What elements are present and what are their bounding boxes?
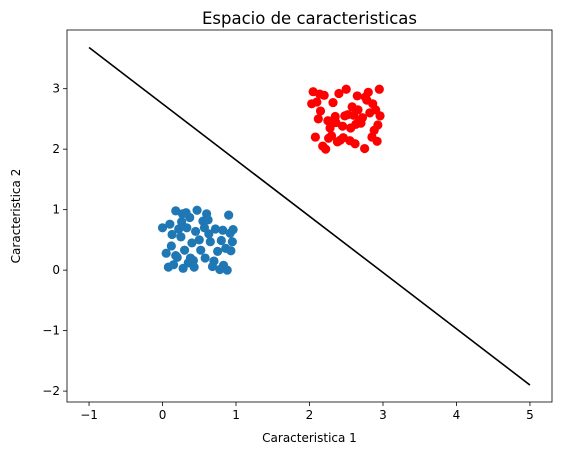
scatter-point-series-1 [179, 245, 190, 255]
scatter-point-series-2 [360, 143, 370, 154]
scatter-point-series-2 [374, 84, 384, 94]
scatter-point-series-1 [226, 246, 236, 256]
y-tick-label: 2 [52, 142, 60, 156]
scatter-point-series-2 [334, 88, 344, 99]
scatter-point-series-1 [189, 262, 199, 272]
x-tick-label: 1 [232, 408, 240, 422]
scatter-point-series-2 [315, 89, 325, 99]
scatter-point-series-1 [218, 260, 229, 270]
y-tick-label: −1 [42, 324, 60, 338]
x-tick-label: 2 [306, 408, 314, 422]
scatter-point-series-1 [218, 225, 228, 235]
scatter-point-series-1 [203, 215, 213, 225]
x-axis-ticks: −1 0 1 2 3 4 5 [80, 402, 534, 422]
scatter-point-series-1 [192, 205, 202, 215]
scatter-point-series-2 [369, 125, 379, 136]
scatter-point-series-2 [341, 84, 351, 94]
chart-title: Espacio de caracteristicas [202, 9, 417, 28]
scatter-point-series-1 [187, 238, 197, 248]
scatter-point-series-2 [360, 92, 370, 102]
scatter-point-series-1 [213, 246, 223, 256]
scatter-point-series-2 [310, 132, 320, 142]
scatter-point-series-2 [372, 136, 382, 146]
y-tick-label: 1 [52, 203, 60, 217]
x-axis-label: Caracteristica 1 [262, 431, 357, 445]
scatter-point-series-1 [194, 235, 204, 245]
x-tick-label: 3 [379, 408, 387, 422]
y-tick-label: 0 [52, 263, 60, 277]
line-layer [88, 46, 531, 386]
scatter-point-series-2 [325, 123, 335, 133]
x-tick-label: 5 [526, 408, 534, 422]
y-tick-label: 3 [52, 82, 60, 96]
x-tick-label: −1 [80, 408, 98, 422]
scatter-point-series-2 [313, 114, 323, 124]
scatter-point-series-1 [166, 241, 176, 251]
x-tick-label: 0 [159, 408, 167, 422]
y-tick-label: −2 [42, 384, 60, 398]
scatter-point-series-1 [182, 223, 192, 233]
scatter-point-series-1 [181, 208, 191, 218]
scatter-point-series-1 [210, 224, 221, 234]
scatter-point-series-2 [368, 99, 378, 109]
y-axis-label: Caracteristica 2 [9, 169, 23, 264]
x-tick-label: 4 [453, 408, 461, 422]
decision-line [88, 46, 531, 386]
scatter-point-series-2 [353, 105, 363, 115]
scatter-point-series-1 [161, 248, 171, 258]
scatter-point-series-2 [307, 99, 317, 109]
scatter-point-series-1 [167, 229, 177, 240]
scatter-point-series-2 [357, 113, 368, 123]
scatter-point-series-2 [338, 133, 348, 143]
scatter-point-series-1 [190, 226, 201, 237]
scatter-point-series-2 [321, 144, 331, 154]
scatter-point-series-1 [157, 223, 168, 233]
scatter-point-series-1 [227, 237, 237, 247]
scatter-point-series-1 [178, 263, 188, 273]
scatter-point-series-2 [324, 133, 334, 143]
scatter-point-series-2 [350, 139, 360, 149]
scatter-point-series-1 [207, 261, 218, 272]
scatter-point-series-1 [168, 260, 179, 270]
scatter-point-series-1 [200, 253, 210, 263]
y-axis-ticks: −2 −1 0 1 2 3 [42, 82, 67, 398]
scatter-point-series-2 [328, 97, 338, 108]
scatter-point-series-1 [172, 252, 182, 263]
scatter-point-series-1 [196, 245, 206, 255]
scatter-point-series-2 [351, 119, 361, 129]
scatter-point-series-2 [315, 106, 326, 116]
scatter-point-series-1 [185, 253, 196, 263]
scatter-point-series-1 [199, 223, 210, 233]
scatter-point-series-2 [329, 115, 339, 125]
scatter-point-series-2 [352, 91, 362, 101]
scatter-point-series-1 [216, 235, 226, 246]
scatter-point-series-1 [165, 219, 175, 229]
scatter-point-series-1 [174, 224, 184, 234]
scatter-point-series-2 [365, 108, 375, 118]
scatter-point-series-1 [205, 237, 215, 247]
scatter-point-series-1 [228, 225, 238, 235]
series-layer [157, 84, 385, 275]
scatter-point-series-1 [176, 232, 186, 242]
scatter-point-series-1 [224, 210, 234, 220]
scatter-point-series-2 [375, 111, 385, 121]
scatter-point-series-2 [343, 110, 353, 120]
scatter-point-series-1 [177, 217, 187, 227]
